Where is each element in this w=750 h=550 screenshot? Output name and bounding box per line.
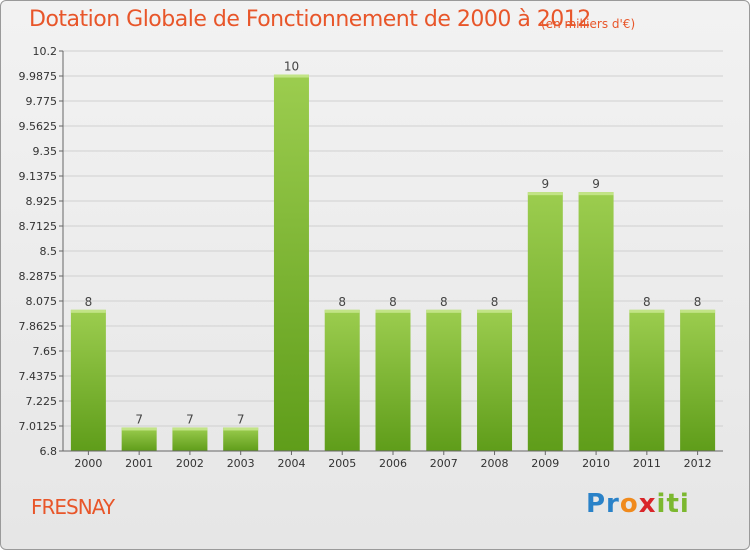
y-tick-label: 7.8625 — [19, 320, 58, 333]
bar-group: 8 — [375, 295, 411, 451]
y-axis-ticks: 6.8 7.0125 7.225 7.4375 7.65 7.8625 8.075 8.287… — [19, 45, 58, 458]
bar-highlight — [172, 427, 208, 431]
x-tick-label: 2008 — [481, 457, 509, 470]
bar-group: 8 — [680, 295, 716, 451]
bar — [70, 309, 106, 451]
data-label: 8 — [440, 295, 448, 309]
x-tick-label: 2002 — [176, 457, 204, 470]
y-tick-label: 9.1375 — [19, 170, 58, 183]
bar-highlight — [375, 309, 411, 313]
data-label: 7 — [237, 412, 245, 426]
bar-highlight — [680, 309, 716, 313]
x-tick-label: 2003 — [227, 457, 255, 470]
y-tick-label: 7.65 — [33, 345, 58, 358]
x-tick-label: 2010 — [582, 457, 610, 470]
bar — [578, 192, 614, 452]
bar — [426, 309, 462, 451]
x-tick-label: 2005 — [328, 457, 356, 470]
bar — [223, 427, 259, 451]
bar-group: 8 — [70, 295, 106, 451]
bar — [324, 309, 360, 451]
logo-part: o — [619, 489, 639, 519]
bar — [121, 427, 157, 451]
bar — [680, 309, 716, 451]
bar-highlight — [426, 309, 462, 313]
y-tick-label: 6.8 — [40, 445, 58, 458]
y-tick-label: 9.775 — [26, 95, 58, 108]
commune-name: FRESNAY — [31, 495, 115, 519]
chart-units: (en milliers d'€) — [541, 17, 636, 31]
axes — [62, 51, 723, 452]
bar — [375, 309, 411, 451]
data-label: 9 — [541, 177, 549, 191]
bar-highlight — [223, 427, 259, 431]
bar-highlight — [629, 309, 665, 313]
bar — [527, 192, 563, 452]
bars: 8 7 7 7 10 8 8 8 8 9 9 8 8 — [70, 60, 716, 452]
logo-part: Pr — [586, 489, 620, 519]
data-label: 8 — [389, 295, 397, 309]
y-tick-label: 7.0125 — [19, 420, 58, 433]
bar-group: 7 — [172, 412, 208, 451]
bar — [477, 309, 513, 451]
bar-highlight — [70, 309, 106, 313]
data-label: 10 — [284, 60, 299, 74]
data-label: 9 — [592, 177, 600, 191]
y-tick-label: 8.5 — [40, 245, 58, 258]
y-tick-label: 9.35 — [33, 145, 58, 158]
x-tick-label: 2000 — [74, 457, 102, 470]
bar-highlight — [324, 309, 360, 313]
x-tick-label: 2009 — [531, 457, 559, 470]
bar-group: 7 — [121, 412, 157, 451]
x-tick-label: 2012 — [684, 457, 712, 470]
data-label: 7 — [135, 412, 143, 426]
y-tick-label: 10.2 — [33, 45, 58, 58]
y-tick-label: 7.4375 — [19, 370, 58, 383]
y-tick-label: 7.225 — [26, 395, 58, 408]
bar-group: 8 — [426, 295, 462, 451]
bar — [629, 309, 665, 451]
y-tick-label: 8.925 — [26, 195, 58, 208]
data-label: 8 — [643, 295, 651, 309]
x-tick-label: 2011 — [633, 457, 661, 470]
bar-group: 9 — [578, 177, 614, 452]
bar-highlight — [273, 74, 309, 78]
data-label: 8 — [85, 295, 93, 309]
bar-group: 8 — [324, 295, 360, 451]
x-tick-label: 2004 — [277, 457, 305, 470]
y-tick-label: 9.5625 — [19, 120, 58, 133]
bar — [172, 427, 208, 451]
y-tick-label: 8.2875 — [19, 270, 58, 283]
data-label: 7 — [186, 412, 194, 426]
x-tick-label: 2007 — [430, 457, 458, 470]
x-tick-label: 2001 — [125, 457, 153, 470]
bar-highlight — [121, 427, 157, 431]
bar-group: 9 — [527, 177, 563, 452]
x-axis-ticks: 2000 2001 2002 2003 2004 2005 2006 2007 2008 2009… — [74, 451, 712, 470]
bar-group: 8 — [477, 295, 513, 451]
bar — [273, 74, 309, 451]
bar-highlight — [578, 192, 614, 196]
proxiti-logo: Proxiti — [586, 489, 690, 519]
y-tick-label: 8.075 — [26, 295, 58, 308]
x-tick-label: 2006 — [379, 457, 407, 470]
bar-highlight — [477, 309, 513, 313]
bar-group: 8 — [629, 295, 665, 451]
data-label: 8 — [694, 295, 702, 309]
logo-part: iti — [656, 489, 690, 519]
bar-highlight — [527, 192, 563, 196]
bar-group: 7 — [223, 412, 259, 451]
logo-part: x — [638, 489, 657, 519]
chart-title: Dotation Globale de Fonctionnement de 20… — [29, 7, 591, 32]
y-tick-label: 8.7125 — [19, 220, 58, 233]
data-label: 8 — [338, 295, 346, 309]
bar-group: 10 — [273, 60, 309, 451]
data-label: 8 — [491, 295, 499, 309]
y-tick-label: 9.9875 — [19, 70, 58, 83]
